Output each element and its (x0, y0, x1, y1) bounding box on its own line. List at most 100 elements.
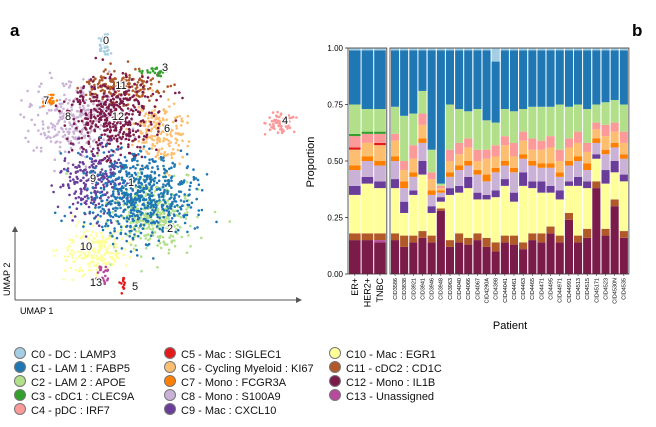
umap-point (53, 211, 57, 215)
umap-point (92, 139, 95, 143)
patient-bar-segment-C7 (610, 142, 619, 148)
umap-point (78, 102, 82, 106)
umap-point (173, 225, 176, 228)
umap-point (153, 170, 156, 174)
umap-point (89, 115, 93, 118)
patient-x-tick-label: CID3838 (402, 278, 408, 300)
umap-point (94, 194, 98, 197)
umap-point (149, 174, 152, 177)
umap-point (168, 144, 171, 148)
patient-bar-segment-C9 (564, 181, 573, 186)
umap-point (68, 127, 72, 131)
umap-point (148, 147, 151, 150)
umap-point (162, 223, 166, 227)
umap-point (99, 75, 103, 79)
umap-point (100, 180, 103, 183)
patient-bar-segment-C6 (409, 158, 418, 173)
umap-point (95, 268, 99, 272)
umap-point (146, 227, 149, 230)
umap-point (171, 222, 175, 226)
umap-point (197, 209, 201, 212)
umap-point (155, 225, 159, 228)
umap-point (110, 162, 113, 165)
umap-point (109, 139, 112, 142)
umap-point (133, 209, 136, 212)
patient-bar-segment-C9 (418, 161, 427, 175)
subtype-bar-segment-C1 (361, 50, 374, 110)
umap-point (165, 133, 169, 137)
patient-bar-segment-C10 (418, 174, 427, 232)
umap-point (175, 124, 178, 128)
umap-point (151, 231, 154, 234)
umap-point (81, 161, 85, 164)
umap-point (169, 211, 173, 215)
patient-bar-segment-C9 (509, 192, 518, 202)
umap-point (75, 109, 79, 113)
umap-point (92, 75, 95, 79)
umap-point (153, 71, 157, 75)
patient-bar-segment-C2 (546, 106, 555, 137)
patient-x-tick-label: CID3921 (411, 278, 417, 300)
umap-point (133, 228, 136, 231)
umap-point (195, 197, 198, 201)
umap-point (123, 119, 127, 123)
umap-point (107, 115, 110, 118)
umap-point (157, 193, 161, 196)
legend-label: C6 - Cycling Myeloid : KI67 (181, 363, 314, 375)
umap-point (105, 124, 109, 128)
patient-bar-segment-C2 (564, 106, 573, 139)
umap-point (94, 159, 97, 163)
patient-bar-segment-C1 (592, 50, 601, 105)
umap-point (151, 92, 155, 96)
umap-point (114, 187, 118, 190)
umap-point (74, 196, 78, 200)
umap-point (165, 138, 169, 141)
umap-point (167, 98, 170, 101)
umap-point (81, 269, 84, 273)
legend-swatch (164, 375, 176, 387)
umap-point (90, 129, 93, 132)
umap-point (161, 203, 165, 207)
umap-point (108, 156, 111, 160)
umap-point (170, 153, 173, 157)
umap-point (152, 180, 156, 183)
patient-bar-segment-C12 (564, 219, 573, 274)
umap-point (157, 71, 160, 75)
umap-point (147, 152, 151, 155)
umap-cluster-label-10: 10 (80, 241, 92, 253)
umap-point (100, 37, 103, 41)
umap-point (66, 255, 70, 258)
umap-point (69, 142, 73, 145)
umap-point (127, 93, 131, 96)
umap-point (104, 265, 108, 269)
patient-bar-segment-C12 (546, 233, 555, 274)
umap-point (115, 117, 119, 121)
umap-point (139, 146, 142, 149)
umap-point (106, 202, 110, 206)
umap-point (54, 141, 57, 144)
patient-x-tick-label: CID3963 (448, 278, 454, 300)
umap-point (138, 149, 142, 153)
umap-point (136, 204, 139, 207)
patient-bar-segment-C4 (391, 133, 400, 141)
umap-point (112, 190, 115, 193)
umap-point (66, 246, 69, 250)
umap-point (145, 137, 148, 141)
umap-point (159, 212, 163, 216)
patient-bar-segment-C1 (445, 50, 454, 105)
umap-point (148, 196, 151, 200)
umap-point (179, 190, 183, 194)
patient-bar-segment-C6 (418, 124, 427, 139)
legend-swatch (164, 347, 176, 359)
patient-bar-segment-C1 (436, 50, 445, 184)
umap-point (97, 37, 101, 40)
umap-point (101, 58, 105, 61)
umap-point (169, 234, 173, 237)
umap-point (70, 103, 74, 107)
umap-point (183, 179, 186, 182)
umap-point (90, 85, 94, 88)
umap-point (47, 135, 50, 138)
patient-bar-segment-C2 (537, 106, 546, 141)
subtype-bar-segment-C7 (374, 161, 386, 166)
umap-point (49, 101, 53, 105)
